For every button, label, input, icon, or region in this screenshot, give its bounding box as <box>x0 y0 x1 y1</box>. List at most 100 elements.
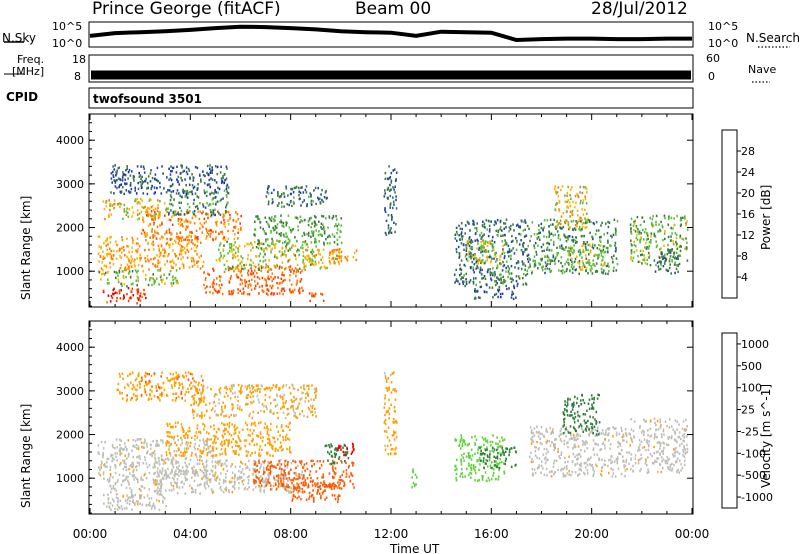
heatmap-cell <box>225 428 228 431</box>
heatmap-cell <box>301 201 304 204</box>
heatmap-cell <box>222 248 225 251</box>
heatmap-cell <box>180 176 182 180</box>
heatmap-cell <box>395 171 398 174</box>
noise-panel <box>4 21 790 48</box>
heatmap-cell <box>510 240 513 243</box>
heatmap-cell <box>305 185 308 188</box>
heatmap-cell <box>201 452 204 455</box>
heatmap-cell <box>284 436 287 439</box>
heatmap-cell <box>325 444 328 447</box>
heatmap-cell <box>486 291 488 294</box>
heatmap-cell <box>205 213 207 216</box>
heatmap-cell <box>340 255 343 258</box>
heatmap-cell <box>118 289 121 292</box>
heatmap-cell <box>635 236 638 240</box>
heatmap-cell <box>157 216 160 220</box>
heatmap-cell <box>152 440 154 443</box>
heatmap-cell <box>296 216 298 219</box>
heatmap-cell <box>211 491 214 495</box>
heatmap-cell <box>291 188 293 191</box>
heatmap-cell <box>576 240 578 244</box>
heatmap-cell <box>569 210 572 213</box>
heatmap-cell <box>174 481 177 485</box>
heatmap-cell <box>661 255 663 258</box>
heatmap-cell <box>667 269 669 273</box>
heatmap-cell <box>141 175 143 179</box>
heatmap-cell <box>157 206 159 210</box>
heatmap-cell <box>486 244 489 248</box>
heatmap-cell <box>98 235 101 238</box>
heatmap-cell <box>248 459 250 463</box>
heatmap-cell <box>112 445 114 449</box>
heatmap-cell <box>216 165 219 169</box>
heatmap-cell <box>280 477 282 480</box>
heatmap-cell <box>268 245 271 248</box>
heatmap-cell <box>503 227 505 230</box>
heatmap-cell <box>122 275 125 278</box>
heatmap-cell <box>337 446 340 450</box>
heatmap-cell <box>491 239 493 242</box>
heatmap-cell <box>244 245 246 248</box>
heatmap-cell <box>295 397 298 401</box>
heatmap-cell <box>524 248 526 251</box>
heatmap-cell <box>159 214 161 217</box>
heatmap-cell <box>171 284 173 288</box>
heatmap-cell <box>288 471 290 475</box>
heatmap-cell <box>167 243 170 246</box>
heatmap-cell <box>549 270 552 273</box>
heatmap-cell <box>333 487 335 490</box>
heatmap-cell <box>166 241 168 245</box>
heatmap-cell <box>527 260 530 263</box>
heatmap-cell <box>178 470 180 474</box>
heatmap-cell <box>264 387 267 391</box>
heatmap-cell <box>496 265 499 268</box>
heatmap-cell <box>663 244 665 247</box>
heatmap-cell <box>208 478 211 482</box>
heatmap-cell <box>196 471 199 475</box>
heatmap-cell <box>558 269 560 272</box>
heatmap-cell <box>508 287 510 290</box>
heatmap-cell <box>206 431 208 434</box>
heatmap-cell <box>678 254 680 257</box>
heatmap-cell <box>119 178 122 182</box>
heatmap-cell <box>199 222 202 225</box>
heatmap-cell <box>104 441 106 444</box>
heatmap-cell <box>103 477 105 480</box>
heatmap-cell <box>307 245 309 249</box>
heatmap-cell <box>236 478 239 481</box>
heatmap-cell <box>646 234 649 237</box>
heatmap-cell <box>219 387 222 390</box>
heatmap-cell <box>201 231 204 234</box>
heatmap-cell <box>162 236 164 239</box>
heatmap-cell <box>156 492 158 495</box>
heatmap-cell <box>194 235 196 238</box>
heatmap-cell <box>218 244 221 247</box>
heatmap-cell <box>384 231 387 235</box>
heatmap-cell <box>291 245 294 248</box>
heatmap-cell <box>395 178 397 181</box>
heatmap-cell <box>245 280 248 284</box>
heatmap-cell <box>222 256 225 260</box>
heatmap-cell <box>338 457 340 461</box>
heatmap-cell <box>308 384 310 387</box>
heatmap-cell <box>564 235 566 238</box>
heatmap-cell <box>612 269 615 272</box>
heatmap-cell <box>289 486 291 489</box>
heatmap-cell <box>218 482 221 485</box>
heatmap-cell <box>156 231 158 235</box>
heatmap-cell <box>199 449 201 453</box>
heatmap-cell <box>172 249 174 252</box>
heatmap-cell <box>676 214 678 218</box>
heatmap-cell <box>192 257 195 260</box>
heatmap-cell <box>131 215 133 218</box>
heatmap-cell <box>340 241 343 245</box>
heatmap-cell <box>180 237 182 240</box>
heatmap-cell <box>516 282 519 286</box>
heatmap-cell <box>511 277 513 280</box>
heatmap-cell <box>289 265 292 268</box>
heatmap-cell <box>199 456 201 459</box>
heatmap-cell <box>298 289 300 292</box>
heatmap-cell <box>216 413 218 416</box>
heatmap-cell <box>194 488 197 492</box>
heatmap-cell <box>157 269 159 272</box>
